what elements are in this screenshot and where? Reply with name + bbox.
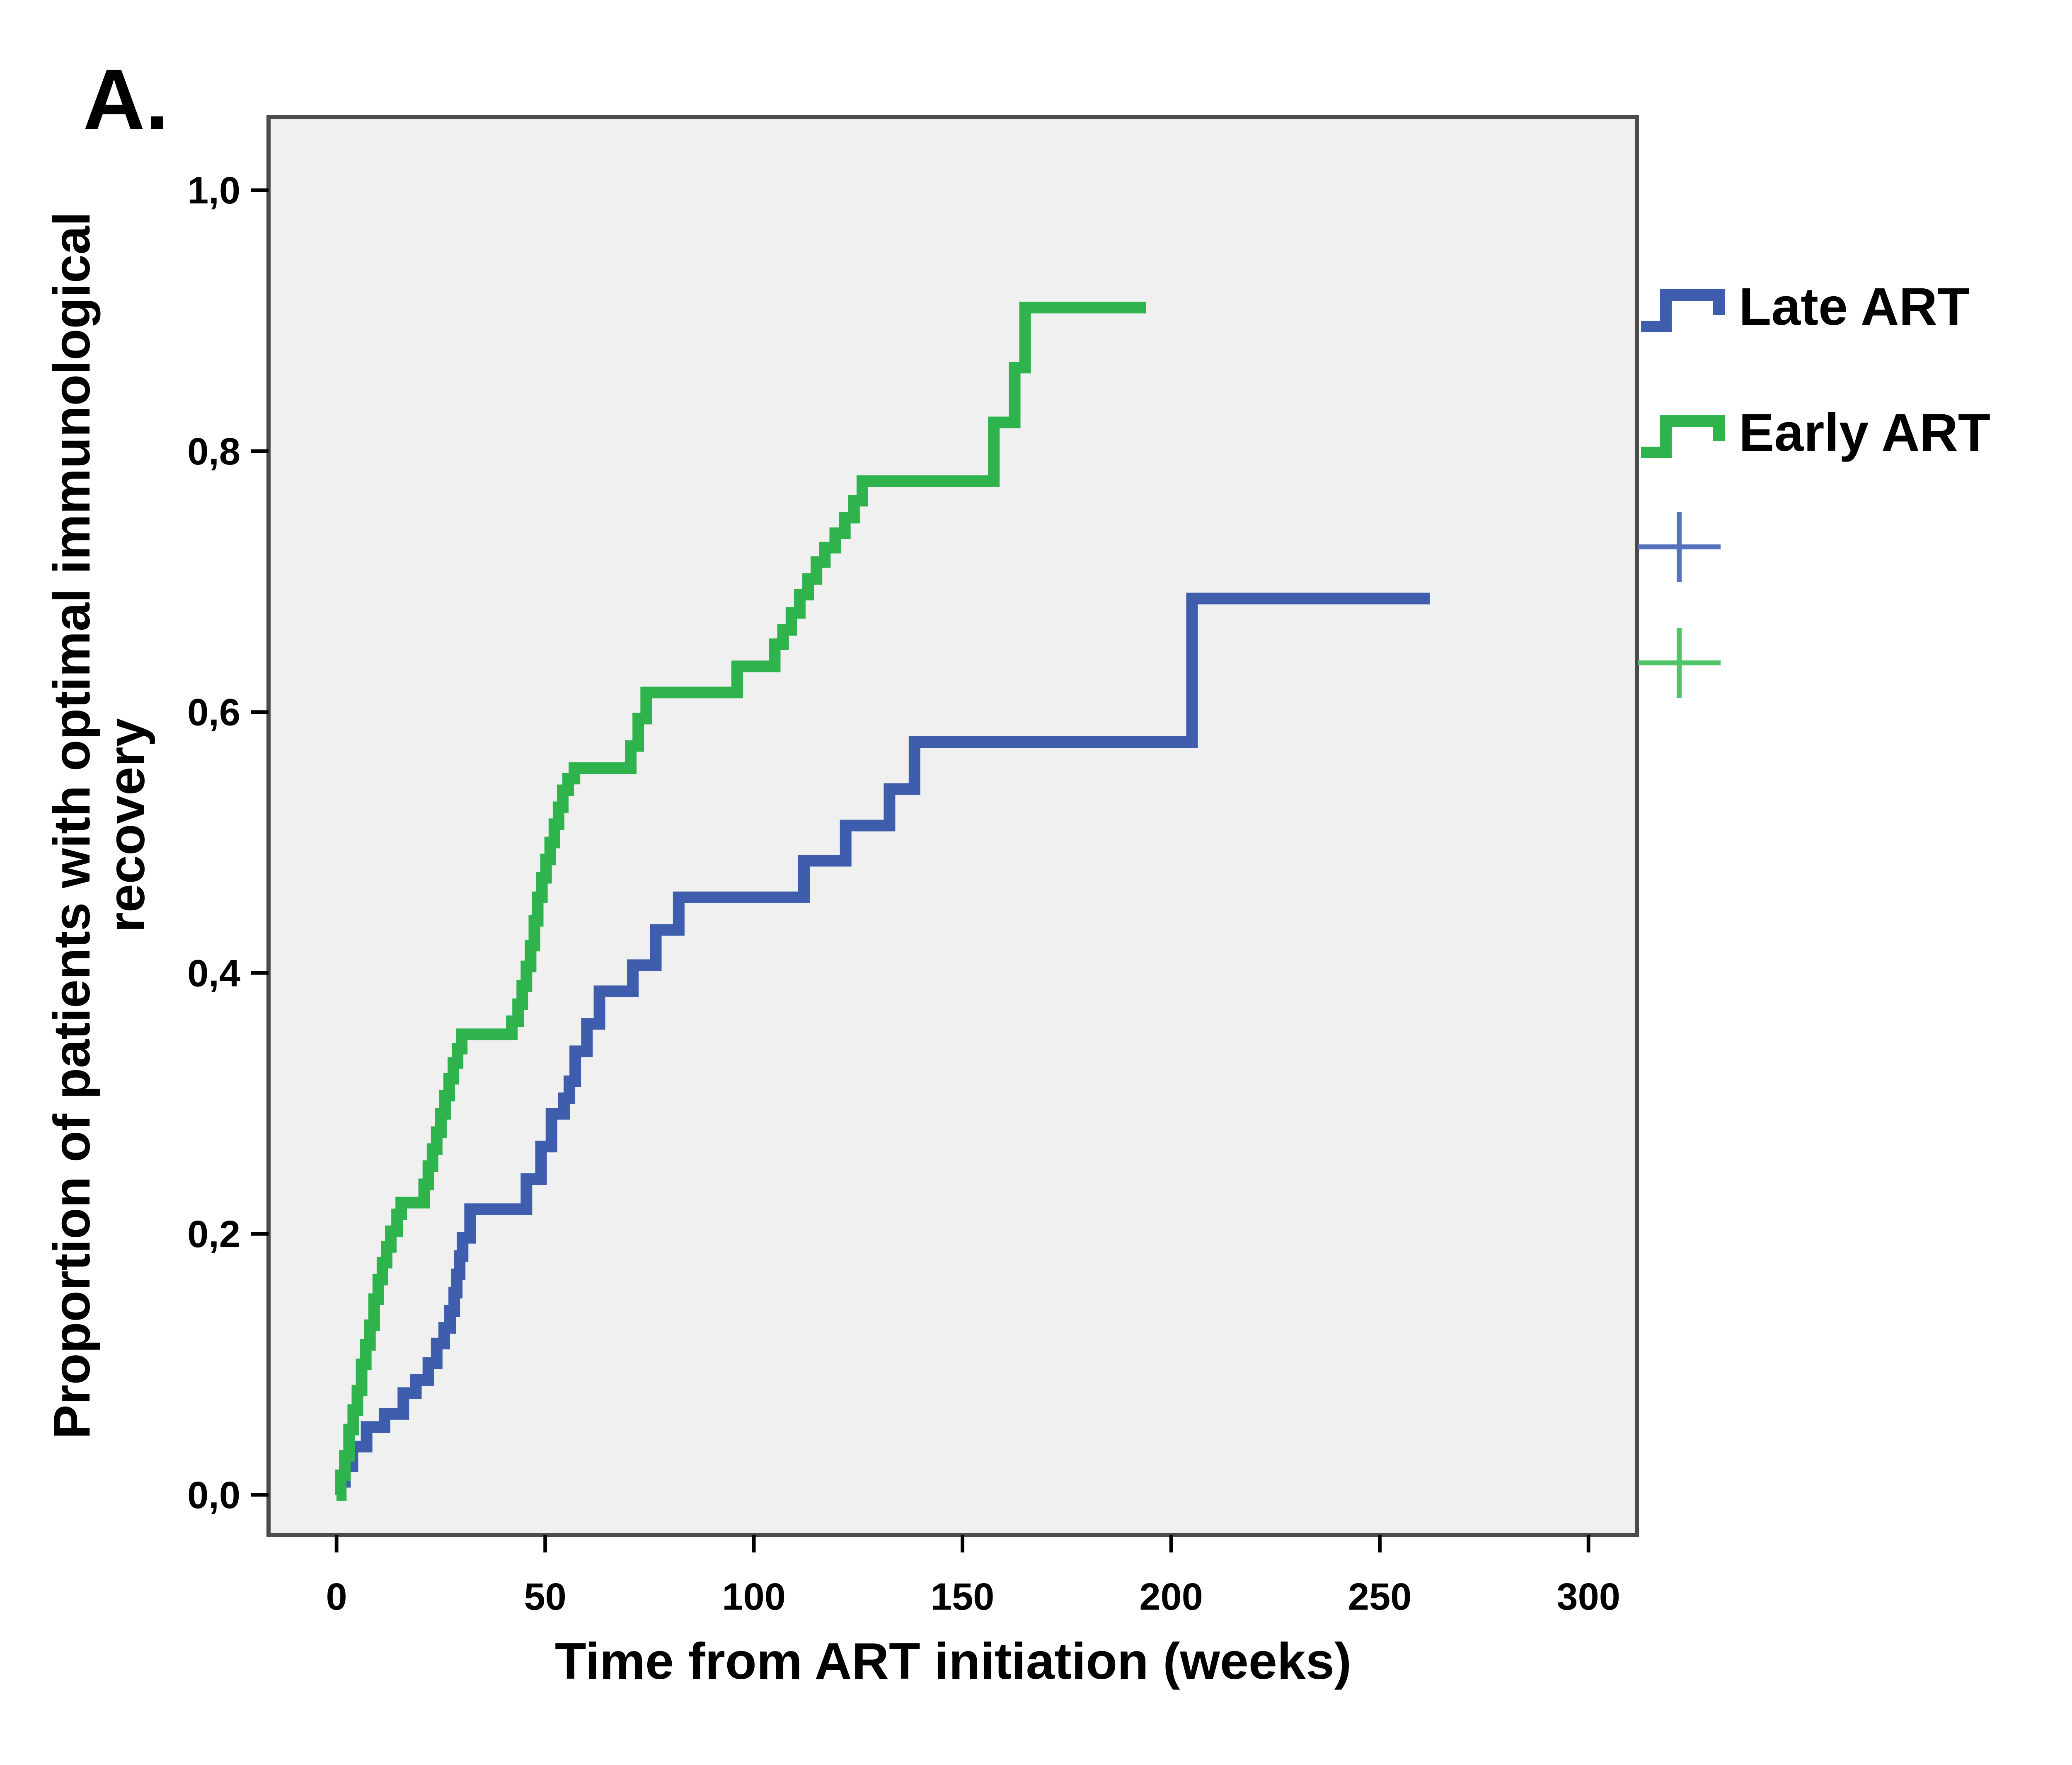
plot-area [266, 115, 1639, 1537]
y-tick-label: 0,4 [187, 952, 240, 994]
survival-curves [335, 302, 1430, 1501]
x-tick-label: 100 [722, 1576, 786, 1618]
x-tick-label: 250 [1348, 1576, 1412, 1618]
y-axis-title: Proportion of patients with optimal immu… [44, 212, 155, 1439]
x-tick-label: 300 [1556, 1576, 1620, 1618]
legend: Late ART Early ART [1638, 277, 1990, 698]
x-tick-label: 0 [326, 1576, 347, 1618]
axes: 0 50 100 150 200 250 300 0,0 0,2 0,4 0,6 0,8 1,0 [187, 169, 1620, 1618]
panel-label: A. [83, 52, 169, 148]
y-tick-label: 0,6 [187, 691, 240, 734]
y-tick-label: 0,8 [187, 430, 240, 473]
legend-early-art-label: Early ART [1739, 403, 1990, 462]
late-art-curve [335, 592, 1430, 1501]
early-art-curve [335, 302, 1146, 1501]
legend-censored-plus-icon [1638, 512, 1721, 582]
y-tick-label: 1,0 [187, 169, 240, 212]
y-tick-label: 0,2 [187, 1213, 240, 1255]
legend-censored-plus-icon [1638, 628, 1721, 698]
legend-early-art-symbol [1641, 415, 1725, 458]
x-tick-label: 50 [524, 1576, 566, 1618]
y-tick-label: 0,0 [187, 1474, 240, 1516]
legend-late-art-symbol [1641, 289, 1725, 332]
x-tick-label: 200 [1139, 1576, 1203, 1618]
x-axis-title: Time from ART initiation (weeks) [555, 1633, 1351, 1690]
legend-late-art-label: Late ART [1739, 277, 1970, 336]
x-tick-label: 150 [931, 1576, 995, 1618]
